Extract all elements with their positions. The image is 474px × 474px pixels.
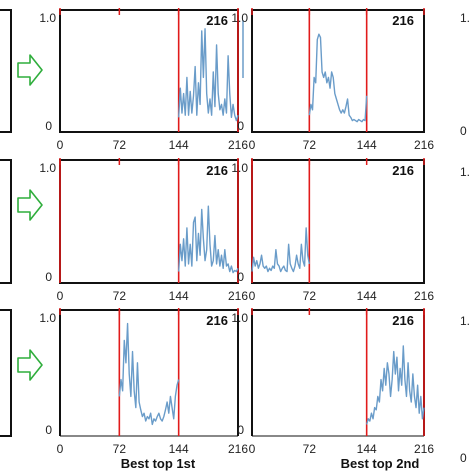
y-tick-label: 0 (45, 270, 52, 284)
x-tick-label: 216 (414, 289, 434, 303)
y-tick-label: 0 (237, 423, 244, 437)
x-tick-label: 0 (57, 289, 64, 303)
y-tick-label: 1.0 (39, 11, 56, 25)
x-tick-label: 0 (57, 442, 64, 456)
x-tick-label: 72 (303, 289, 317, 303)
panel-label: 216 (206, 163, 228, 178)
x-tick-label: 216 (228, 289, 248, 303)
plot-frame (251, 9, 425, 133)
panel-label: 216 (206, 13, 228, 28)
svg-text:1.: 1. (460, 11, 470, 25)
x-tick-label: 72 (303, 138, 317, 152)
y-tick-label: 0 (45, 119, 52, 133)
series-line (118, 322, 180, 426)
panel-label: 216 (392, 13, 414, 28)
x-tick-label: 144 (357, 289, 377, 303)
panel-label: 216 (206, 313, 228, 328)
y-tick-label: 0 (237, 270, 244, 284)
series-line (308, 33, 368, 123)
column-title-2: Best top 2nd (341, 456, 420, 471)
x-tick-label: 0 (249, 289, 256, 303)
x-tick-label: 0 (249, 442, 256, 456)
x-tick-label: 144 (169, 442, 189, 456)
arrow-icon-row-3 (17, 349, 43, 381)
x-tick-label: 144 (357, 442, 377, 456)
y-tick-label: 1.0 (39, 311, 56, 325)
x-tick-label: 72 (113, 289, 127, 303)
plot-frame (59, 309, 239, 436)
y-tick-label: 1.0 (39, 161, 56, 175)
x-tick-label: 216 (228, 442, 248, 456)
x-tick-label: 144 (357, 138, 377, 152)
series-line (177, 205, 239, 274)
arrow-icon-row-2 (17, 189, 43, 221)
x-tick-label: 72 (113, 138, 127, 152)
chart-panel-r1-c2: 1.0 00 72 144 216 216 (231, 8, 434, 152)
x-tick-label: 216 (228, 138, 248, 152)
x-tick-label: 0 (57, 138, 64, 152)
svg-text:1.: 1. (460, 165, 470, 179)
x-tick-label: 0 (249, 138, 256, 152)
y-tick-label: 0 (45, 423, 52, 437)
y-tick-label: 1.0 (231, 311, 248, 325)
x-tick-label: 72 (303, 442, 317, 456)
right-edge-fragments: 1. 0 1. 1. 0 (242, 11, 470, 465)
column-title-1: Best top 1st (121, 456, 196, 471)
chart-panel-r2-c2: 1.0 00 72 144 216 216 (231, 158, 434, 303)
series-line (365, 345, 425, 425)
series-line (251, 227, 311, 273)
x-tick-label: 216 (414, 442, 434, 456)
y-tick-label: 1.0 (231, 161, 248, 175)
arrow-icon-row-1 (17, 54, 43, 86)
svg-text:1.: 1. (460, 314, 470, 328)
x-tick-label: 144 (169, 138, 189, 152)
x-tick-label: 216 (414, 138, 434, 152)
svg-text:0: 0 (460, 124, 467, 138)
x-tick-label: 144 (169, 289, 189, 303)
panel-label: 216 (392, 163, 414, 178)
svg-text:0: 0 (460, 451, 467, 465)
series-line (177, 28, 239, 122)
chart-panel-r3-c2: 1.0 00 72 144 216 216 (231, 308, 434, 456)
left-edge-fragments (0, 9, 12, 437)
x-tick-label: 72 (113, 442, 127, 456)
y-tick-label: 0 (237, 119, 244, 133)
panel-label: 216 (392, 313, 414, 328)
y-tick-label: 1.0 (231, 11, 248, 25)
